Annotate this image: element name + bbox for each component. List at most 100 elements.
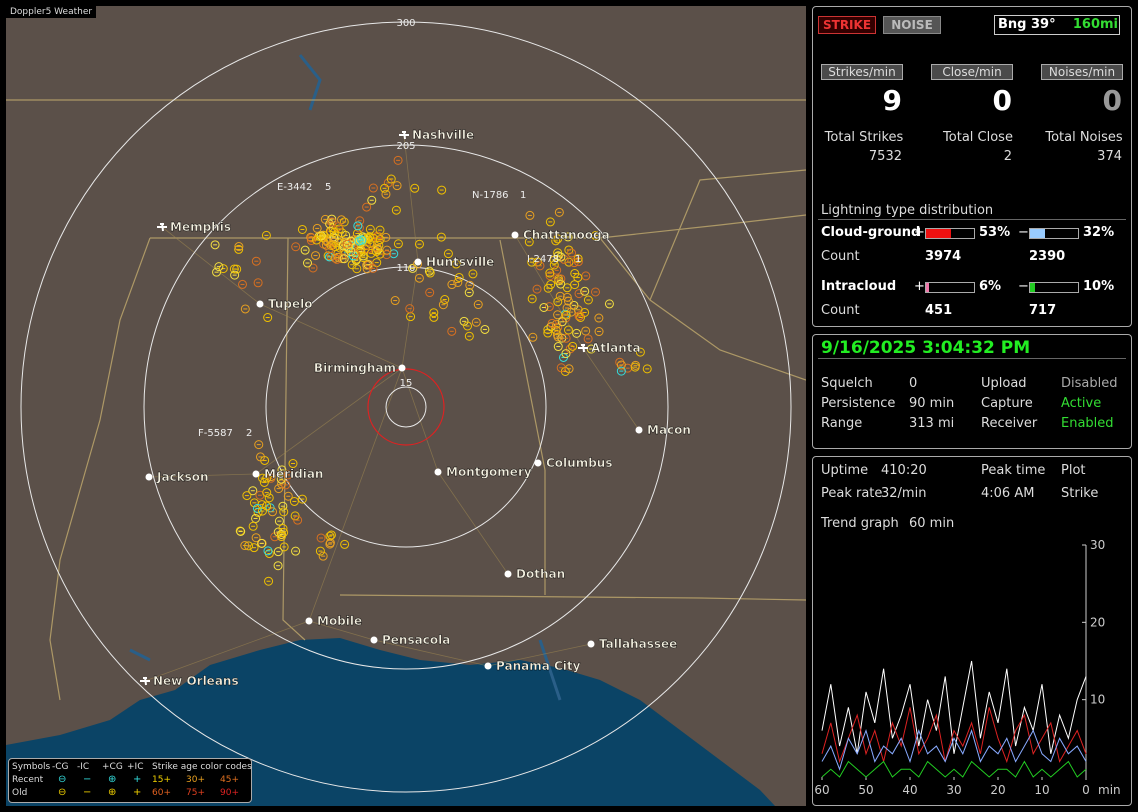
- sign: −: [1018, 225, 1029, 240]
- strike-symbol: [447, 280, 457, 290]
- city-label: Chattanooga: [523, 228, 610, 242]
- strike-symbol: [429, 308, 439, 318]
- legend-symbol: −: [83, 787, 92, 798]
- legend-symbol: ⊕: [108, 787, 117, 798]
- range-ring-label: 300: [396, 18, 415, 29]
- strike-symbol: [297, 494, 307, 504]
- strike-symbol: [302, 258, 312, 268]
- service-label: Receiver: [981, 416, 1038, 431]
- city-dot: [434, 468, 442, 476]
- strike-symbol: [557, 317, 567, 327]
- strike-symbol: [356, 247, 366, 257]
- city-label: Memphis: [170, 220, 231, 234]
- strike-symbol: [257, 538, 267, 548]
- strike-symbol: [580, 307, 590, 317]
- strike-symbol: [351, 255, 361, 265]
- range-ring-label: 110: [396, 263, 415, 274]
- strike-symbol: [229, 264, 239, 274]
- strike-symbol: [574, 289, 584, 299]
- divider: [818, 219, 1126, 220]
- city-label: Tupelo: [268, 297, 313, 311]
- strike-symbol: [251, 513, 261, 523]
- strike-symbol: [327, 214, 337, 224]
- strike-symbol: [594, 327, 604, 337]
- stat-value: 4:06 AM: [981, 486, 1035, 501]
- city-dot: [305, 617, 313, 625]
- bar: [926, 283, 929, 292]
- city-label: Macon: [647, 423, 691, 437]
- sign: −: [1018, 279, 1029, 294]
- strike-symbol: [291, 242, 301, 252]
- strike-symbol: [535, 261, 545, 271]
- strike-symbol: [315, 546, 325, 556]
- setting-label: Range: [821, 416, 863, 431]
- strike-symbol: [414, 273, 424, 283]
- strike-symbol: [583, 295, 593, 305]
- setting-value: 0: [909, 376, 918, 391]
- strike-symbol: [278, 524, 288, 534]
- strike-symbol: [563, 296, 573, 306]
- service-value: Disabled: [1061, 376, 1118, 391]
- city-label: Montgomery: [446, 465, 532, 479]
- strike-symbol: [254, 440, 264, 450]
- stat-value: Strike: [1061, 486, 1099, 501]
- strike-symbol: [308, 263, 318, 273]
- strike-symbol: [251, 533, 261, 543]
- strike-symbol: [263, 313, 273, 323]
- legend-symbol: ⊕: [108, 774, 117, 785]
- strike-symbol: [263, 546, 273, 556]
- strike-symbol: [210, 240, 220, 250]
- strike-symbol: [372, 243, 382, 253]
- strike-symbol: [253, 278, 263, 288]
- legend-age: 30+: [186, 775, 205, 785]
- range-ring: [143, 144, 669, 670]
- strike-symbol: [581, 326, 591, 336]
- state-lines: [6, 99, 806, 701]
- strike-symbol: [405, 304, 415, 314]
- y-tick-label: 30: [1090, 538, 1105, 552]
- legend-row: Recent: [12, 775, 44, 785]
- rate-value: 0: [992, 84, 1012, 117]
- mode-button: STRIKE: [818, 16, 876, 34]
- count-label: Count: [821, 249, 860, 264]
- x-tick-label: 0: [1082, 783, 1090, 797]
- strike-symbol: [268, 507, 278, 517]
- strike-symbol: [214, 262, 224, 272]
- strike-symbol: [366, 248, 376, 258]
- strike-symbol: [289, 496, 299, 506]
- strike-symbol: [316, 533, 326, 543]
- strike-symbol: [471, 317, 481, 327]
- strike-symbol: [545, 271, 555, 281]
- strike-symbol: [325, 219, 335, 229]
- city-dot: [635, 426, 643, 434]
- strike-symbol: [391, 205, 401, 215]
- strike-symbol: [354, 223, 364, 233]
- strike-symbol: [568, 341, 578, 351]
- strike-symbol: [334, 252, 344, 262]
- strike-symbol: [291, 546, 301, 556]
- strike-symbol: [240, 304, 250, 314]
- city-dot: [504, 570, 512, 578]
- strike-symbol: [580, 286, 590, 296]
- strike-symbol: [255, 452, 265, 462]
- strike-symbol: [300, 245, 310, 255]
- strike-symbol: [279, 507, 289, 517]
- trend-line: [821, 660, 1087, 754]
- stat-label: Trend graph: [821, 516, 899, 531]
- strike-symbol: [249, 543, 259, 553]
- x-tick-label: 60: [814, 783, 829, 797]
- legend-symbol: ⊖: [58, 787, 67, 798]
- strike-symbol: [465, 280, 475, 290]
- trend-line: [821, 707, 1087, 764]
- strike-symbol: [524, 237, 534, 247]
- city-dot: [511, 231, 519, 239]
- city-dot: [252, 470, 260, 478]
- strike-symbol: [563, 325, 573, 335]
- strike-symbol: [257, 506, 267, 516]
- airport-icon: [399, 130, 409, 140]
- strike-symbol: [237, 279, 247, 289]
- strike-symbol: [616, 360, 626, 370]
- strike-symbol: [429, 312, 439, 322]
- strike-symbol: [306, 232, 316, 242]
- strike-symbol: [556, 279, 566, 289]
